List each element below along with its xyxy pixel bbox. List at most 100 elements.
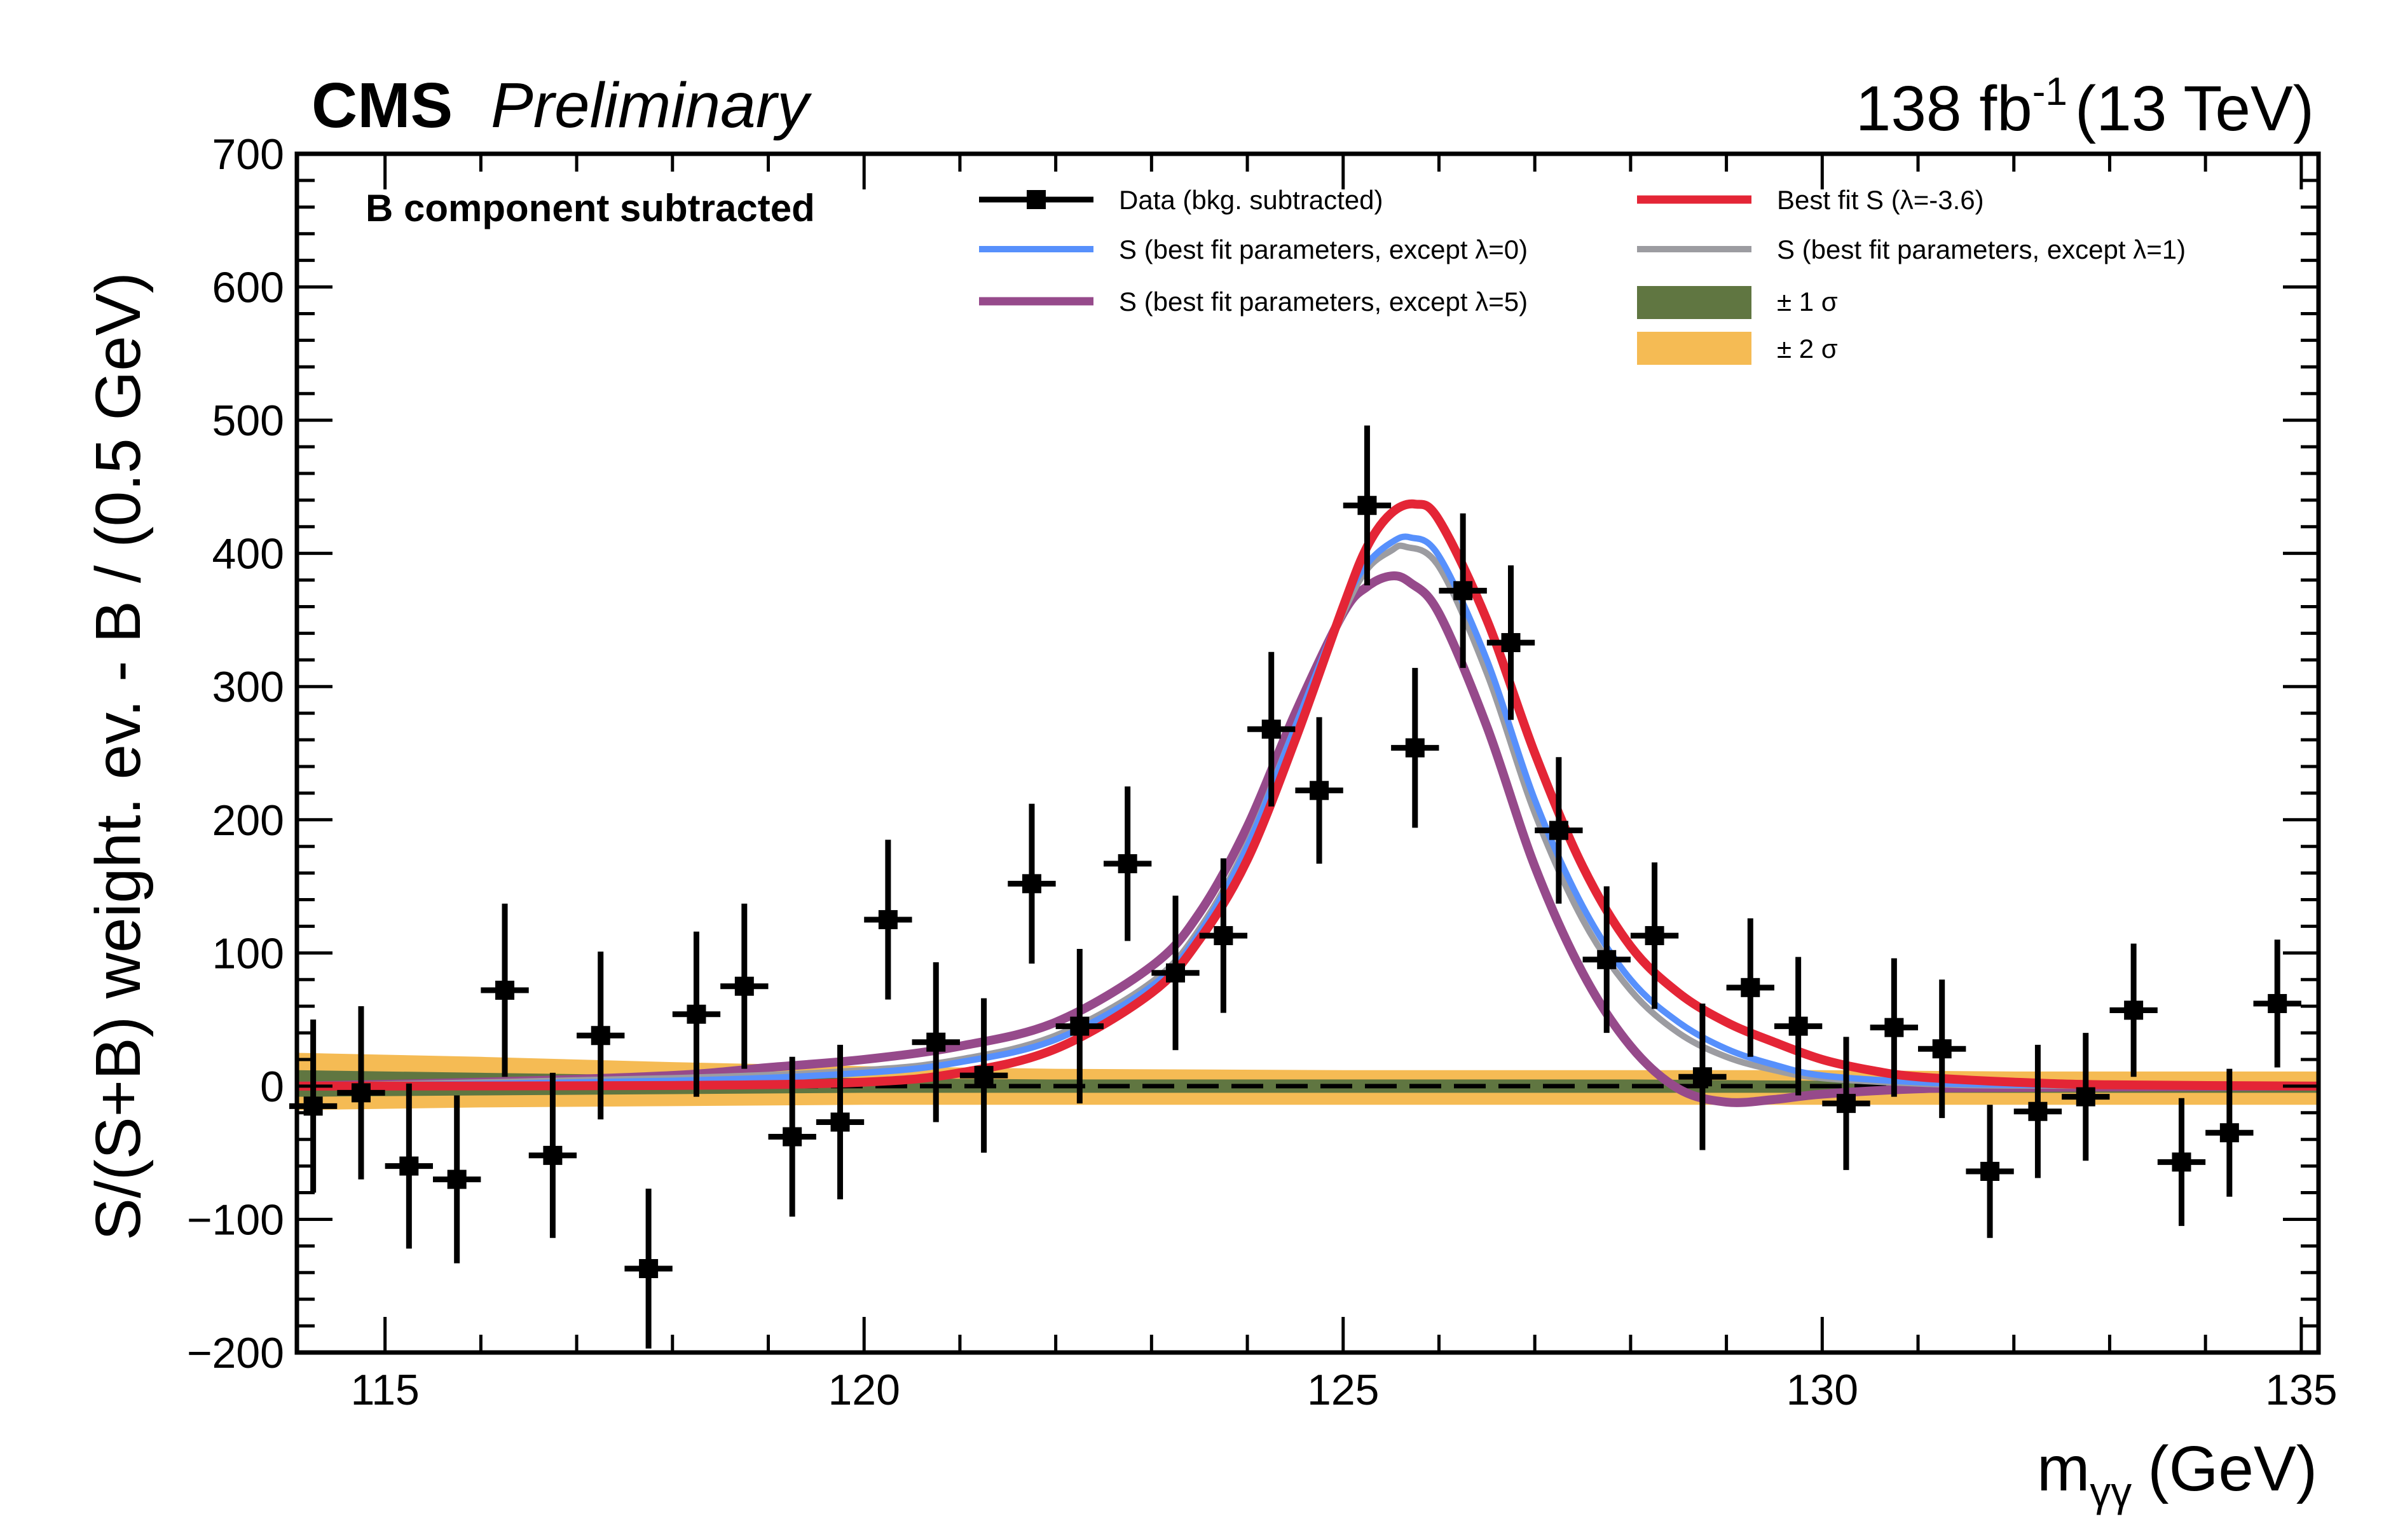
data-point bbox=[1008, 803, 1056, 964]
data-marker bbox=[1741, 978, 1760, 997]
data-point bbox=[1151, 896, 1200, 1051]
data-marker bbox=[783, 1127, 802, 1147]
data-marker bbox=[974, 1066, 994, 1086]
data-marker bbox=[447, 1169, 467, 1189]
legend-label: ± 1 σ bbox=[1777, 287, 1838, 317]
data-point bbox=[959, 998, 1008, 1153]
legend-item-data: Data (bkg. subtracted) bbox=[979, 185, 1383, 215]
data-point bbox=[1774, 957, 1823, 1096]
x-tick-label: 130 bbox=[1786, 1366, 1858, 1414]
data-marker bbox=[1310, 780, 1329, 800]
legend-item-sigma1: ± 1 σ bbox=[1637, 286, 1838, 319]
data-marker bbox=[1070, 1016, 1090, 1036]
data-point bbox=[528, 1072, 577, 1238]
legend-item-lambda5: S (best fit parameters, except λ=5) bbox=[979, 287, 1528, 317]
data-marker bbox=[1214, 926, 1233, 946]
plot-frame bbox=[294, 151, 2321, 1355]
curve-l5 bbox=[296, 571, 2319, 1107]
data-marker bbox=[1549, 821, 1568, 840]
data-points bbox=[289, 425, 2301, 1349]
y-tick-label: 500 bbox=[212, 397, 284, 445]
data-point bbox=[1199, 858, 1248, 1013]
data-point bbox=[2205, 1068, 2254, 1197]
data-marker bbox=[878, 910, 898, 929]
data-marker bbox=[495, 981, 515, 1000]
data-marker bbox=[1118, 854, 1137, 873]
y-tick-label: −200 bbox=[187, 1329, 284, 1377]
annotation-b-subtracted: B component subtracted bbox=[366, 187, 815, 229]
data-marker bbox=[1501, 633, 1521, 653]
data-point bbox=[1103, 786, 1152, 941]
x-axis-title: mγγ (GeV) bbox=[2037, 1433, 2317, 1515]
data-point bbox=[1391, 667, 1439, 828]
signal-curves bbox=[296, 499, 2319, 1107]
data-marker bbox=[926, 1032, 946, 1052]
data-point bbox=[912, 962, 960, 1122]
data-marker bbox=[639, 1258, 659, 1278]
data-marker bbox=[1597, 950, 1617, 969]
data-marker bbox=[830, 1112, 850, 1132]
legend: Data (bkg. subtracted) Best fit S (λ=-3.… bbox=[979, 185, 2186, 365]
legend-item-lambda0: S (best fit parameters, except λ=0) bbox=[979, 235, 1528, 264]
data-point bbox=[2109, 943, 2158, 1077]
data-point bbox=[1439, 513, 1487, 668]
data-point bbox=[1247, 651, 1296, 807]
data-point bbox=[1630, 862, 1679, 1009]
data-marker bbox=[2124, 1000, 2144, 1020]
preliminary-label: Preliminary bbox=[491, 70, 812, 141]
cms-label: CMS bbox=[312, 70, 453, 141]
data-point bbox=[577, 951, 625, 1120]
data-marker bbox=[1645, 926, 1664, 946]
lumi-label: 138 fb-1 (13 TeV) bbox=[1856, 70, 2314, 144]
x-tick-label: 135 bbox=[2265, 1366, 2337, 1414]
legend-sigma1-box bbox=[1637, 286, 1751, 319]
data-marker bbox=[1453, 581, 1473, 601]
data-marker bbox=[591, 1026, 610, 1046]
legend-item-bestfit: Best fit S (λ=-3.6) bbox=[1637, 185, 1984, 215]
lumi-value: 138 fb bbox=[1856, 73, 2032, 144]
x-tick-label: 115 bbox=[350, 1366, 419, 1414]
data-marker bbox=[543, 1145, 563, 1165]
data-marker bbox=[1788, 1016, 1808, 1036]
data-point bbox=[2013, 1044, 2062, 1178]
data-point bbox=[1678, 1003, 1727, 1150]
y-tick-label: −100 bbox=[187, 1196, 284, 1244]
data-point bbox=[1870, 958, 1919, 1097]
x-axis-var: m bbox=[2037, 1433, 2090, 1504]
legend-label: S (best fit parameters, except λ=1) bbox=[1777, 235, 2186, 264]
y-tick-label: 100 bbox=[212, 929, 284, 978]
data-point bbox=[385, 1083, 434, 1249]
data-point bbox=[624, 1189, 673, 1349]
legend-label: S (best fit parameters, except λ=5) bbox=[1119, 287, 1528, 317]
data-point bbox=[864, 840, 912, 1000]
y-tick-label: 700 bbox=[212, 130, 284, 179]
data-marker bbox=[2172, 1152, 2191, 1172]
legend-item-sigma2: ± 2 σ bbox=[1637, 332, 1838, 365]
data-point bbox=[1966, 1105, 2014, 1238]
y-tick-label: 400 bbox=[212, 530, 284, 578]
data-point bbox=[1582, 886, 1631, 1033]
y-tick-label: 0 bbox=[260, 1063, 284, 1111]
data-marker bbox=[351, 1083, 371, 1103]
data-point bbox=[1535, 757, 1583, 904]
x-tick-label: 120 bbox=[828, 1366, 900, 1414]
axes: 115 120 125 130 135 −200 −100 0 100 200 300 400 500 6… bbox=[187, 130, 2338, 1414]
curve-l0 bbox=[296, 533, 2319, 1089]
data-point bbox=[1726, 918, 1774, 1057]
data-marker bbox=[1166, 963, 1186, 983]
legend-label: Best fit S (λ=-3.6) bbox=[1777, 185, 1984, 215]
data-point bbox=[337, 1006, 385, 1180]
curve-bestfit bbox=[296, 499, 2319, 1091]
legend-sigma2-box bbox=[1637, 332, 1751, 365]
data-marker bbox=[1022, 874, 1041, 894]
data-point bbox=[1918, 979, 1966, 1119]
y-tick-label: 200 bbox=[212, 796, 284, 845]
data-point bbox=[2157, 1098, 2206, 1226]
data-point bbox=[1055, 949, 1104, 1104]
data-marker bbox=[2076, 1087, 2095, 1107]
data-point bbox=[1822, 1037, 1870, 1170]
data-marker bbox=[1884, 1018, 1904, 1037]
data-point bbox=[1486, 565, 1535, 720]
